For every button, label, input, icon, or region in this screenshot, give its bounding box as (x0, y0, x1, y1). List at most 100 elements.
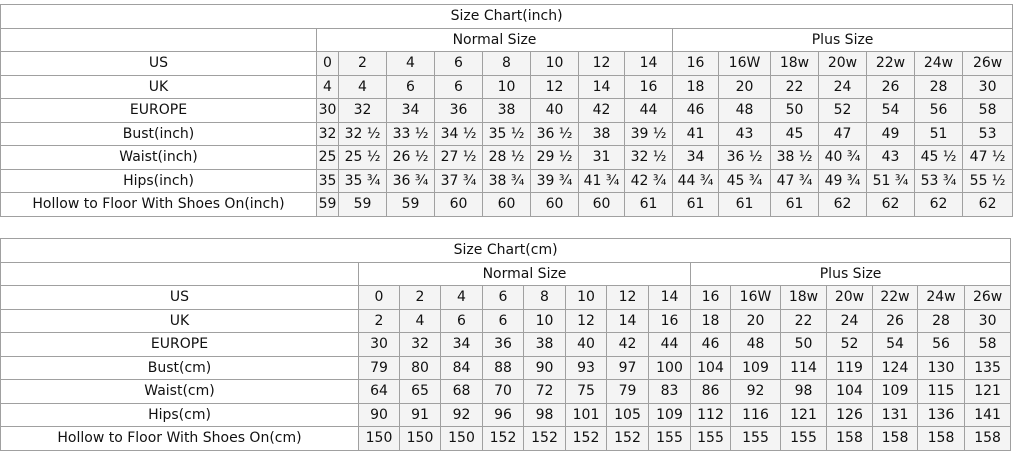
table-cell: 12 (565, 308, 607, 333)
table-cell: 10 (523, 308, 566, 333)
table-cell: 42 (606, 332, 649, 357)
table-cell: 18w (770, 51, 819, 76)
table-cell: 14 (606, 308, 649, 333)
table-cell: 4 (316, 74, 339, 99)
table-cell: 53 ¾ (914, 168, 963, 193)
row-label: UK (0, 74, 317, 99)
table-cell: 10 (565, 285, 607, 310)
table-cell: 155 (690, 426, 731, 451)
table-cell: 4 (399, 308, 441, 333)
table-cell: 8 (482, 51, 531, 76)
table-cell: 50 (770, 98, 819, 123)
table-cell: 20 (730, 308, 781, 333)
table-cell: 32 ½ (624, 145, 673, 170)
table-cell: 30 (963, 308, 1012, 333)
table-cell: 16 (624, 74, 673, 99)
table-cell: 45 ½ (914, 145, 963, 170)
table-cell: 116 (730, 402, 781, 427)
table-cell: 115 (917, 379, 965, 404)
table-cell: 54 (866, 98, 915, 123)
table-cell: 112 (690, 402, 731, 427)
table-cell: 0 (316, 51, 339, 76)
table-cell: 150 (440, 426, 483, 451)
row-label: Bust(cm) (0, 355, 359, 380)
table-row: Bust(inch) 32 32 ½ 33 ½ 34 ½ 35 ½ 36 ½ 38 39 ½ 41… (0, 121, 1014, 146)
table-cell: 62 (961, 192, 1014, 217)
table-cell: 43 (718, 121, 771, 146)
table-cell: 39 ¾ (530, 168, 579, 193)
table-cell: 22 (780, 308, 827, 333)
table-cell: 16 (648, 308, 691, 333)
row-label: US (0, 51, 317, 76)
table-cell: 10 (482, 74, 531, 99)
table-cell: 92 (440, 402, 483, 427)
table-cell: 39 ½ (624, 121, 673, 146)
table-cell: 51 ¾ (866, 168, 915, 193)
table-cell: 91 (399, 402, 441, 427)
table-cell: 6 (482, 285, 524, 310)
table-cell: 44 (624, 98, 673, 123)
table-cell: 38 (523, 332, 566, 357)
table-cell: 37 ¾ (434, 168, 483, 193)
table-cell: 28 ½ (482, 145, 531, 170)
table-cell: 104 (826, 379, 873, 404)
table-cell: 18w (780, 285, 827, 310)
table-cell: 136 (917, 402, 965, 427)
table-cell: 42 ¾ (624, 168, 673, 193)
table-cell: 36 (482, 332, 524, 357)
table-cell: 20w (826, 285, 873, 310)
table-cell: 32 (399, 332, 441, 357)
table-cell: 6 (434, 74, 483, 99)
table-cell: 47 (818, 121, 867, 146)
table-cell: 26w (963, 285, 1012, 310)
table-cell: 52 (818, 98, 867, 123)
table-cell: 109 (730, 355, 781, 380)
table-cell: 48 (718, 98, 771, 123)
table-cell: 6 (482, 308, 524, 333)
table-cell: 119 (826, 355, 873, 380)
table-cell: 12 (606, 285, 649, 310)
table-cell: 152 (565, 426, 607, 451)
table-cell: 22w (866, 51, 915, 76)
table-cell: 38 ½ (770, 145, 819, 170)
table-cell: 80 (399, 355, 441, 380)
row-label: Waist(cm) (0, 379, 359, 404)
table-cell: 93 (565, 355, 607, 380)
table-cell: 30 (316, 98, 339, 123)
table-cell: 40 ¾ (818, 145, 867, 170)
table-cell: 46 (672, 98, 719, 123)
table-cell: 41 ¾ (578, 168, 625, 193)
table-title: Size Chart(inch) (0, 4, 1014, 29)
table-cell: 42 (578, 98, 625, 123)
row-label: Bust(inch) (0, 121, 317, 146)
table-cell: 70 (482, 379, 524, 404)
table-cell: 2 (358, 308, 400, 333)
table-cell: 79 (606, 379, 649, 404)
group-header-plus-size: Plus Size (689, 261, 1012, 286)
row-label: EUROPE (0, 332, 359, 357)
table-cell: 35 ½ (482, 121, 531, 146)
table-cell: 36 ½ (530, 121, 579, 146)
table-cell: 97 (606, 355, 649, 380)
table-cell: 26 ½ (386, 145, 435, 170)
table-cell: 4 (440, 285, 483, 310)
table-cell: 4 (386, 51, 435, 76)
table-cell: 34 (440, 332, 483, 357)
table-cell: 100 (648, 355, 691, 380)
table-cell: 90 (523, 355, 566, 380)
table-cell: 2 (399, 285, 441, 310)
table-cell: 49 (866, 121, 915, 146)
table-cell: 35 ¾ (338, 168, 387, 193)
table-cell: 92 (730, 379, 781, 404)
table-cell: 28 (917, 308, 965, 333)
table-cell: 64 (358, 379, 400, 404)
table-cell: 135 (963, 355, 1012, 380)
table-cell: 155 (780, 426, 827, 451)
table-cell: 55 ½ (961, 168, 1014, 193)
table-cell: 61 (718, 192, 771, 217)
table-cell: 131 (872, 402, 918, 427)
table-cell: 150 (399, 426, 441, 451)
table-row: EUROPE 30 32 34 36 38 40 42 44 46 48 50 52 54 56 58 (0, 332, 1012, 357)
table-cell: 22 (770, 74, 819, 99)
table-cell: 98 (523, 402, 566, 427)
